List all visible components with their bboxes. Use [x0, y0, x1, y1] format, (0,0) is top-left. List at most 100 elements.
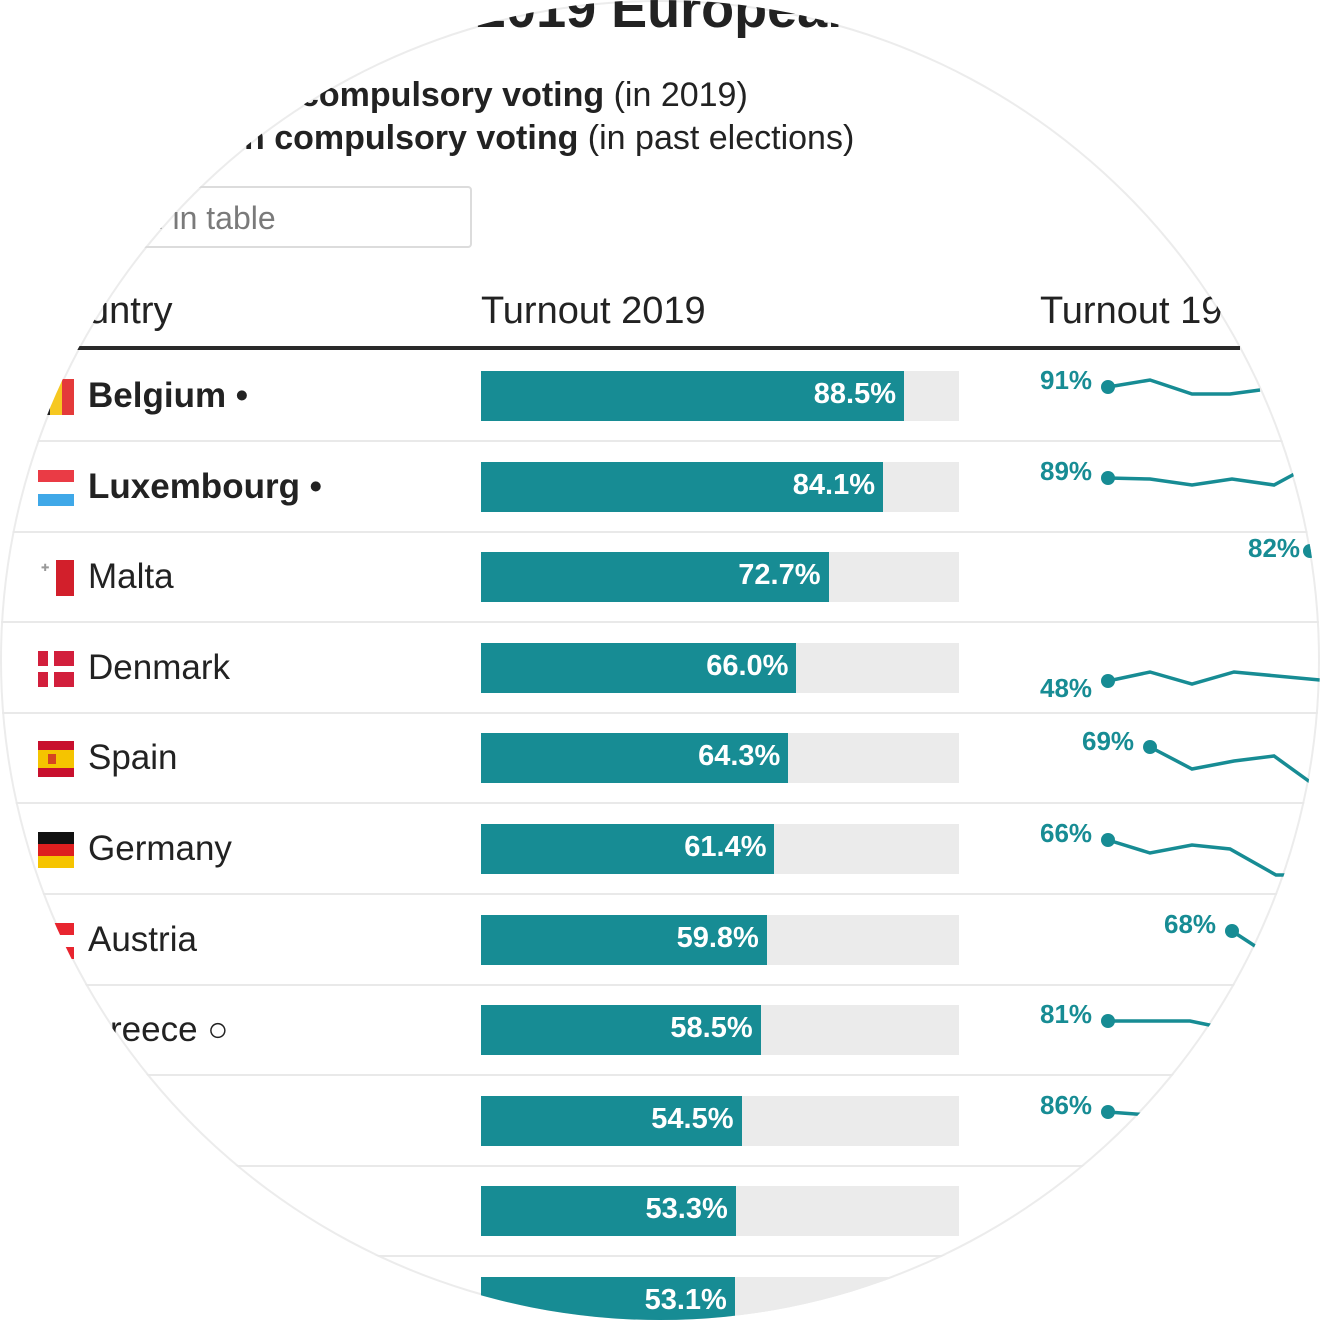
turnout-bar-track: 59.8%: [481, 914, 959, 965]
search-input[interactable]: en in table: [40, 186, 472, 248]
country-name: Spain: [88, 738, 178, 778]
legend-line2-bold: n compulsory voting: [244, 119, 579, 157]
row-divider: [0, 440, 1320, 442]
sparkline-start-value: 86%: [1040, 1089, 1093, 1120]
column-header-country[interactable]: untry: [88, 290, 173, 332]
turnout-value: 54.5%: [651, 1102, 734, 1135]
turnout-bar: 58.5%: [481, 1005, 761, 1056]
turnout-bar-track: 84.1%: [481, 461, 959, 512]
table-row[interactable]: Belgium • 88.5% 91%: [0, 352, 1320, 442]
sparkline-start-value: 68%: [1164, 908, 1217, 939]
table-row[interactable]: ✚ Malta 72.7% 82%: [0, 533, 1320, 624]
page-title: the 2019 European: [380, 0, 861, 39]
sparkline-path: [1107, 838, 1290, 877]
turnout-bar: 59.8%: [481, 914, 767, 965]
country-name: Austria: [88, 919, 197, 959]
turnout-bar-track: 54.5%: [481, 1095, 959, 1146]
malta-flag-icon: ✚: [38, 560, 74, 597]
sparkline: [1101, 469, 1301, 487]
table-row[interactable]: Luxembourg • 84.1% 89%: [0, 443, 1320, 533]
sparkline-start-dot: [1225, 923, 1239, 938]
sparkline: [1101, 378, 1261, 396]
turnout-value: 64.3%: [698, 740, 781, 773]
turnout-bar-track: 66.0%: [481, 642, 959, 693]
column-header-turnout-2019[interactable]: Turnout 2019: [481, 290, 706, 332]
turnout-bar-track: 53.3%: [481, 1186, 959, 1237]
column-header-turnout-history[interactable]: Turnout 19: [1040, 290, 1223, 332]
sparkline-start-dot: [1101, 673, 1115, 688]
turnout-bar-track: 53.1%: [481, 1277, 959, 1320]
sparkline-path: [1107, 378, 1261, 396]
luxembourg-flag-icon: [38, 469, 74, 506]
row-divider: [0, 530, 1320, 533]
turnout-bar: 84.1%: [481, 461, 883, 512]
country-name: Belgium •: [88, 376, 249, 415]
turnout-bar-track: 64.3%: [481, 733, 959, 784]
row-divider: [0, 621, 1320, 624]
row-divider: [0, 983, 1320, 986]
country-name: Malta: [88, 557, 174, 597]
legend-line1-bold: compulsory voting: [300, 76, 605, 114]
row-divider: [0, 893, 1320, 895]
sparkline-path: [1108, 1019, 1215, 1028]
legend-line1-rest: (in 2019): [604, 76, 748, 114]
turnout-bar-track: 61.4%: [481, 824, 959, 874]
row-divider: [0, 802, 1320, 805]
turnout-bar: 53.3%: [481, 1186, 736, 1237]
sparkline: [1101, 833, 1290, 877]
country-name: Germany: [88, 829, 232, 868]
sparkline-start-value: 91%: [1040, 365, 1093, 395]
sparkline: [1101, 1014, 1215, 1029]
turnout-value: 88.5%: [813, 378, 897, 410]
sparkline: [1303, 544, 1320, 559]
belgium-flag-icon: [38, 379, 74, 415]
turnout-bar: 61.4%: [481, 824, 775, 874]
turnout-value: 84.1%: [792, 468, 875, 501]
sparkline-start-dot: [1101, 470, 1115, 485]
header-divider: [0, 346, 1240, 350]
sparkline: [1101, 669, 1320, 688]
table-row[interactable]: 53.1%: [0, 1258, 1320, 1320]
turnout-value: 53.1%: [644, 1284, 727, 1316]
turnout-bar: 88.5%: [481, 371, 905, 421]
sparkline-start-dot: [1101, 380, 1115, 394]
turnout-bar: 72.7%: [481, 552, 829, 603]
sparkline-start-dot: [1101, 833, 1115, 847]
sparkline: [1143, 740, 1312, 784]
table-row[interactable]: reece ○ 58.5% 81%: [0, 986, 1320, 1077]
legend-compulsory-past: n compulsory voting (in past elections): [244, 119, 854, 158]
row-divider: [0, 1074, 1320, 1077]
sparkline-start-dot: [1101, 1014, 1115, 1029]
sparkline-path: [1107, 469, 1301, 487]
austria-flag-icon: [38, 922, 74, 959]
country-name: reece ○: [110, 1010, 229, 1050]
sparkline-start-value: 48%: [1040, 672, 1093, 703]
table-row[interactable]: 54.5% 86%: [0, 1077, 1320, 1167]
svg-text:✚: ✚: [41, 563, 49, 574]
sparkline-start-value: 69%: [1082, 726, 1135, 757]
table-row[interactable]: Germany 61.4% 66%: [0, 805, 1320, 895]
table-row[interactable]: Spain 64.3% 69%: [0, 714, 1320, 805]
turnout-bar: 53.1%: [481, 1277, 735, 1320]
turnout-value: 58.5%: [670, 1012, 753, 1045]
sparkline-start-value: 89%: [1040, 455, 1093, 486]
turnout-bar-track: 72.7%: [481, 552, 959, 603]
table-row[interactable]: 53.3%: [0, 1167, 1320, 1258]
country-name: Luxembourg •: [88, 466, 322, 506]
turnout-value: 72.7%: [738, 559, 821, 592]
sparkline-start-value: 66%: [1040, 818, 1093, 848]
legend-compulsory-2019: compulsory voting (in 2019): [300, 76, 748, 115]
sparkline: [1225, 923, 1259, 950]
sparkline-start-dot: [1303, 544, 1317, 559]
legend-line2-rest: (in past elections): [578, 119, 855, 157]
sparkline: [1101, 1104, 1151, 1119]
denmark-flag-icon: [38, 650, 74, 687]
turnout-bar: 54.5%: [481, 1095, 742, 1146]
table-row[interactable]: Austria 59.8% 68%: [0, 896, 1320, 986]
sparkline-path: [1107, 1110, 1151, 1117]
table-row[interactable]: Denmark 66.0% 48%: [0, 624, 1320, 714]
turnout-bar: 66.0%: [481, 642, 797, 693]
spain-flag-icon: [38, 741, 74, 778]
sparkline-start-dot: [1143, 740, 1157, 755]
